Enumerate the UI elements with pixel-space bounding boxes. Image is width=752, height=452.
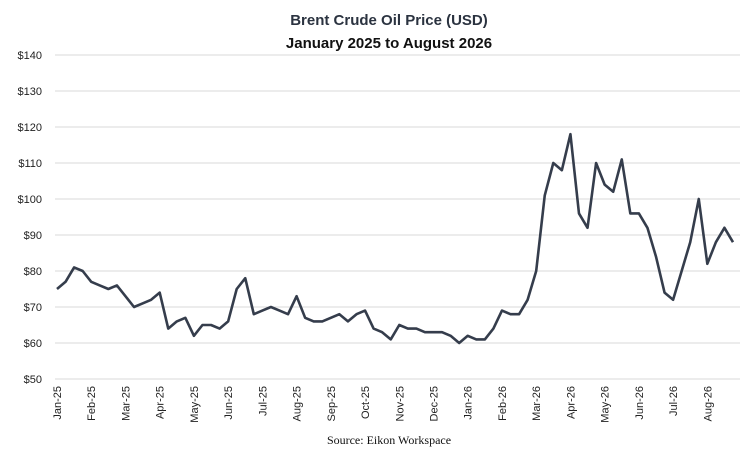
y-tick-label: $90	[24, 230, 42, 242]
x-tick-label: Aug-26	[702, 386, 714, 421]
x-tick-label: Mar-26	[531, 386, 543, 421]
x-tick-label: Nov-25	[394, 386, 406, 421]
x-tick-label: Jan-25	[52, 386, 64, 420]
y-tick-label: $100	[18, 194, 42, 206]
x-tick-label: Oct-25	[360, 386, 372, 419]
price-line	[56, 132, 735, 345]
y-tick-label: $50	[24, 374, 42, 386]
x-tick-label: Jul-26	[668, 386, 680, 416]
x-tick-label: Sep-25	[326, 386, 338, 421]
source-note: Source: Eikon Workspace	[327, 433, 451, 447]
x-tick-label: Aug-25	[292, 386, 304, 421]
x-tick-label: Feb-26	[497, 386, 509, 421]
chart-subtitle: January 2025 to August 2026	[286, 35, 492, 52]
x-tick-label: Jun-26	[634, 386, 646, 420]
y-tick-label: $70	[24, 302, 42, 314]
y-tick-label: $140	[18, 50, 42, 62]
x-tick-label: Feb-25	[86, 386, 98, 421]
x-tick-label: Apr-26	[565, 386, 577, 419]
chart-title: Brent Crude Oil Price (USD)	[290, 12, 488, 29]
y-tick-label: $130	[18, 86, 42, 98]
x-tick-label: Dec-25	[429, 386, 441, 421]
y-tick-label: $80	[24, 266, 42, 278]
x-tick-label: May-25	[189, 386, 201, 423]
y-tick-label: $110	[18, 158, 42, 170]
x-tick-label: Jul-25	[257, 386, 269, 416]
y-tick-label: $120	[18, 122, 42, 134]
x-tick-label: Apr-25	[155, 386, 167, 419]
x-tick-label: Jan-26	[463, 386, 475, 420]
x-tick-label: May-26	[600, 386, 612, 423]
x-tick-label: Mar-25	[120, 386, 132, 421]
x-tick-label: Jun-25	[223, 386, 235, 420]
y-tick-label: $60	[24, 338, 42, 350]
